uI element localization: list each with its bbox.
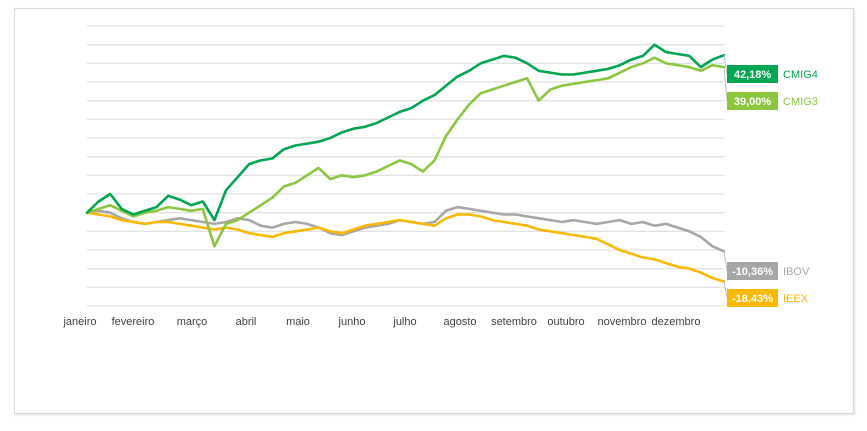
x-tick-label: setembro xyxy=(491,316,537,328)
x-tick-label: dezembro xyxy=(652,316,701,328)
x-tick-label: outubro xyxy=(547,316,584,328)
end-value-label: 39,00% xyxy=(734,96,772,108)
x-tick-label: março xyxy=(177,316,208,328)
value-badge xyxy=(727,262,778,280)
end-value-label: -10,36% xyxy=(732,266,773,278)
series-line-cmig3 xyxy=(85,56,726,248)
x-tick-label: fevereiro xyxy=(112,316,155,328)
gridlines xyxy=(87,25,724,307)
x-tick-label: janeiro xyxy=(62,316,96,328)
x-tick-label: novembro xyxy=(598,316,647,328)
leader-line xyxy=(723,281,728,299)
x-tick-label: junho xyxy=(338,316,366,328)
leader-line xyxy=(723,55,728,75)
leader-line xyxy=(723,67,728,102)
value-badge xyxy=(727,289,778,307)
leader-line xyxy=(723,251,728,272)
end-value-label: -18,43% xyxy=(732,293,773,305)
series-name-label: CMIG3 xyxy=(783,96,818,108)
x-tick-label: abril xyxy=(236,316,257,328)
end-labels: 42,18% CMIG4 39,00% CMIG3 -10,36% IBOV -18,43%… xyxy=(723,55,818,307)
series-line-cmig4 xyxy=(85,43,726,222)
series-name-label: CMIG4 xyxy=(783,69,818,81)
value-badge xyxy=(727,92,778,110)
series-name-label: IEEX xyxy=(783,293,809,305)
value-badge xyxy=(727,65,778,83)
end-value-label: 42,18% xyxy=(734,69,772,81)
series-line-ieex xyxy=(85,211,726,283)
series-line-ibov xyxy=(85,205,726,253)
series-name-label: IBOV xyxy=(783,266,810,278)
x-tick-label: maio xyxy=(286,316,310,328)
x-axis-ticks: janeiro fevereiro março abril maio junho julho… xyxy=(62,316,700,328)
series-lines xyxy=(85,43,726,283)
x-tick-label: julho xyxy=(392,316,416,328)
x-tick-label: agosto xyxy=(443,316,476,328)
